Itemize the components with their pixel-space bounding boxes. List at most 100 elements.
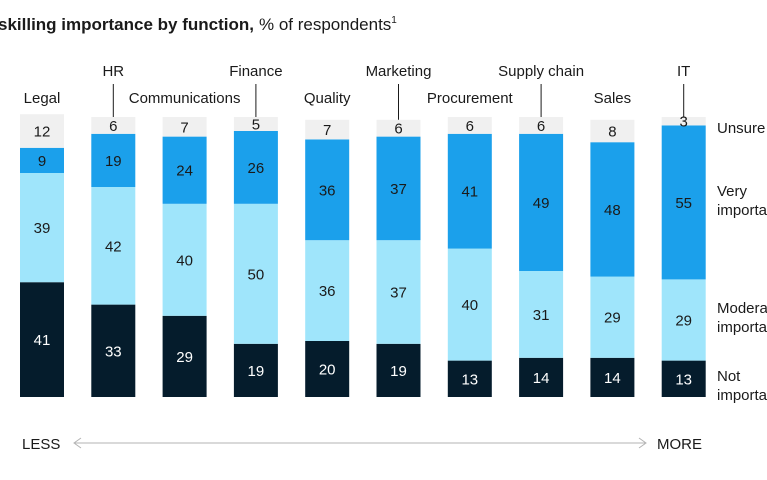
bar-segment-supply-chain-very-important <box>519 133 564 271</box>
data-label-supply-chain-very-important: 49 <box>533 195 550 212</box>
data-label-procurement-moderately-important: 40 <box>461 297 478 314</box>
category-label-communications: Communications <box>129 90 241 107</box>
bars-group: 41 39 9 12 33 42 19 6 29 40 24 7 19 50 26 5 20 36 36 7 19 37 3… <box>20 114 706 397</box>
bar-segment-sales-very-important <box>590 142 635 277</box>
bar-segment-quality-unsure <box>305 119 350 140</box>
data-label-quality-very-important: 36 <box>319 182 336 199</box>
data-label-finance-unsure: 5 <box>252 117 260 134</box>
data-label-sales-unsure: 8 <box>608 124 616 141</box>
data-label-supply-chain-moderately-important: 31 <box>533 307 550 324</box>
category-label-hr: HR <box>102 63 124 80</box>
bar-segment-it-not-important <box>661 360 706 397</box>
bar-segment-it-very-important <box>661 125 706 280</box>
data-label-legal-unsure: 12 <box>34 124 51 141</box>
chart-title: skilling importance by function, % of res… <box>0 15 397 34</box>
bar-segment-marketing-moderately-important <box>376 240 421 344</box>
bar-segment-hr-unsure <box>91 117 136 134</box>
data-label-marketing-unsure: 6 <box>394 121 402 138</box>
data-label-it-not-important: 13 <box>675 371 692 388</box>
bar-segment-finance-very-important <box>233 131 278 204</box>
bar-segment-supply-chain-not-important <box>519 357 564 397</box>
category-label-legal: Legal <box>24 90 61 107</box>
bar-segment-finance-not-important <box>233 343 278 397</box>
bar-segment-it-moderately-important <box>661 279 706 361</box>
legend-unsure: Unsure <box>717 120 765 137</box>
bar-segment-procurement-moderately-important <box>447 248 492 361</box>
category-labels: Legal HR Communications Finance Quality Marke… <box>24 63 690 120</box>
category-label-marketing: Marketing <box>366 63 432 80</box>
data-label-marketing-not-important: 19 <box>390 363 407 380</box>
data-label-sales-moderately-important: 29 <box>604 310 621 327</box>
legend: Unsure Very importa Modera importa Not importa <box>717 120 767 404</box>
bar-segment-quality-moderately-important <box>305 240 350 341</box>
bar-segment-legal-not-important <box>20 282 64 397</box>
category-label-it: IT <box>677 63 690 80</box>
bar-segment-hr-not-important <box>91 304 136 397</box>
axis-label-less: LESS <box>22 436 60 453</box>
bar-segment-procurement-very-important <box>447 133 492 249</box>
data-label-marketing-very-important: 37 <box>390 181 407 198</box>
bar-segment-quality-very-important <box>305 139 350 241</box>
bar-segment-quality-not-important <box>305 341 350 397</box>
bar-segment-sales-moderately-important <box>590 276 635 358</box>
data-label-hr-unsure: 6 <box>109 118 117 135</box>
category-label-supply-chain: Supply chain <box>498 63 584 80</box>
data-label-hr-very-important: 19 <box>105 153 122 170</box>
bar-segment-finance-unsure <box>233 117 278 131</box>
legend-not-important: Not importa <box>717 368 767 404</box>
data-label-supply-chain-not-important: 14 <box>533 370 550 387</box>
data-label-quality-unsure: 7 <box>323 122 331 139</box>
data-label-it-moderately-important: 29 <box>675 313 692 330</box>
data-label-legal-not-important: 41 <box>34 332 51 349</box>
bar-segment-sales-not-important <box>590 357 635 397</box>
data-label-hr-moderately-important: 42 <box>105 238 122 255</box>
bar-segment-legal-very-important <box>20 147 64 173</box>
bar-segment-marketing-not-important <box>376 343 421 397</box>
bar-segment-supply-chain-unsure <box>519 117 564 134</box>
axis-arrow-left-head <box>73 437 82 449</box>
data-label-quality-not-important: 20 <box>319 362 336 379</box>
data-label-finance-not-important: 19 <box>248 363 265 380</box>
data-label-hr-not-important: 33 <box>105 343 122 360</box>
axis-label-more: MORE <box>657 436 702 453</box>
data-label-quality-moderately-important: 36 <box>319 283 336 300</box>
data-label-sales-very-important: 48 <box>604 202 621 219</box>
bar-segment-communications-unsure <box>162 117 207 137</box>
bar-segment-marketing-very-important <box>376 136 421 241</box>
axis-arrow-right-head <box>638 437 647 449</box>
category-label-quality: Quality <box>304 90 351 107</box>
data-label-it-very-important: 55 <box>675 195 692 212</box>
bar-segment-procurement-not-important <box>447 360 492 397</box>
bar-segment-supply-chain-moderately-important <box>519 271 564 358</box>
data-label-finance-very-important: 26 <box>248 160 265 177</box>
data-label-procurement-very-important: 41 <box>461 184 478 201</box>
legend-moderately-important: Modera importa <box>717 300 767 336</box>
bar-segment-finance-moderately-important <box>233 203 278 344</box>
data-label-legal-moderately-important: 39 <box>34 220 51 237</box>
data-label-communications-moderately-important: 40 <box>176 252 193 269</box>
data-label-communications-very-important: 24 <box>176 163 193 180</box>
chart-subtitle: % of respondents <box>259 15 391 34</box>
data-label-legal-very-important: 9 <box>38 153 46 170</box>
bar-segment-sales-unsure <box>590 119 635 143</box>
data-label-procurement-not-important: 13 <box>461 371 478 388</box>
data-label-communications-unsure: 7 <box>180 119 188 136</box>
data-label-finance-moderately-important: 50 <box>248 266 265 283</box>
data-label-supply-chain-unsure: 6 <box>537 118 545 135</box>
category-label-procurement: Procurement <box>427 90 514 107</box>
less-more-axis: LESS MORE <box>22 436 702 453</box>
bar-segment-it-unsure <box>661 117 706 126</box>
data-label-communications-not-important: 29 <box>176 349 193 366</box>
bar-segment-marketing-unsure <box>376 119 421 137</box>
bar-segment-hr-very-important <box>91 133 136 187</box>
footnote-marker: 1 <box>391 15 397 26</box>
category-label-finance: Finance <box>229 63 282 80</box>
bar-segment-hr-moderately-important <box>91 187 136 305</box>
data-label-procurement-unsure: 6 <box>466 118 474 135</box>
category-label-sales: Sales <box>594 90 632 107</box>
chart-title-bold: skilling importance by function, <box>0 15 254 34</box>
bar-segment-communications-moderately-important <box>162 203 207 316</box>
bar-segment-legal-unsure <box>20 114 64 148</box>
bar-segment-legal-moderately-important <box>20 173 64 283</box>
